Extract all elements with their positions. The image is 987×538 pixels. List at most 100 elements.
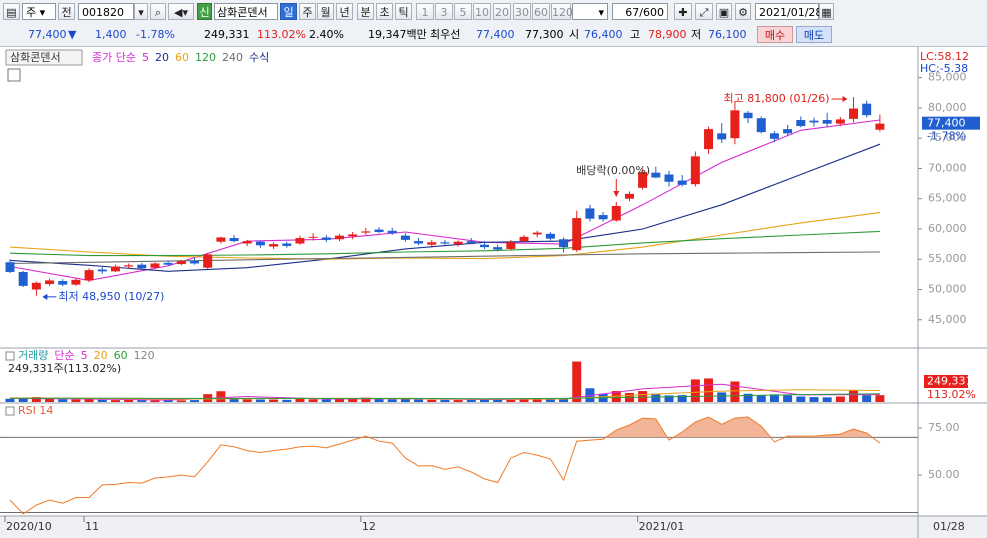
candle-body [71, 279, 81, 285]
candle-body [651, 172, 661, 178]
change-rate: -1.78% [136, 28, 175, 41]
candle-body [110, 266, 120, 272]
tool-icon[interactable]: ✚ [674, 3, 692, 20]
tool-icon[interactable]: ⤢ [695, 3, 713, 20]
volume-bar [466, 399, 476, 402]
candle-body [348, 234, 358, 237]
low: 76,100 [708, 28, 747, 41]
volume-bar [532, 398, 542, 402]
candle-body [387, 230, 397, 234]
panel-icon [5, 351, 15, 361]
rsi-line [9, 416, 881, 515]
period-button[interactable]: 분 [357, 3, 374, 20]
volume-bar [783, 395, 793, 402]
volume-bar [519, 398, 529, 402]
last-ratio-label: 113.02% [927, 388, 976, 401]
candle-body [664, 174, 674, 182]
panel-title: RSI 14 [18, 404, 53, 417]
candle-body [18, 271, 28, 286]
volume-bar [849, 390, 859, 402]
volume-bar [796, 396, 806, 402]
volume-bar [400, 398, 410, 402]
sound-icon[interactable]: ◀▾ [168, 3, 194, 20]
volume-bar [717, 392, 727, 402]
interval-button[interactable]: 3 [435, 3, 453, 20]
volume-bar [97, 399, 107, 402]
settings-icon[interactable]: ⚙ [735, 3, 751, 20]
bid: 77,300 [525, 28, 564, 41]
volume-bar [677, 395, 687, 402]
sell-button[interactable]: 매도 [796, 26, 832, 43]
volume-bar [229, 398, 239, 402]
volume-bar [651, 393, 661, 402]
period-button[interactable]: 년 [336, 3, 353, 20]
interval-button[interactable]: 1 [416, 3, 434, 20]
interval-button[interactable]: 10 [473, 3, 491, 20]
interval-button[interactable]: 30 [513, 3, 531, 20]
y-tick-label: 60,000 [928, 222, 967, 235]
volume-bar [756, 395, 766, 402]
candle-body [137, 264, 147, 269]
legend-entry: 5 [142, 51, 149, 64]
code-dropdown[interactable]: ▾ [134, 3, 148, 20]
period-button[interactable]: 일 [280, 3, 297, 20]
period-button[interactable]: 월 [317, 3, 334, 20]
buy-button[interactable]: 매수 [757, 26, 793, 43]
y-tick-label: 55,000 [928, 252, 967, 265]
volume-bar [176, 400, 186, 402]
volume-bar [559, 398, 569, 402]
volume-bar [835, 396, 845, 402]
date-input[interactable]: 2021/01/28 [755, 3, 822, 20]
legend-label: 종가 단순 [92, 51, 136, 64]
candle-body [624, 193, 634, 199]
candle-body [559, 239, 569, 248]
lc-label: LC:58.12 [920, 50, 969, 63]
candle-body [216, 237, 226, 242]
annotation-arrowhead [613, 191, 620, 197]
y-tick-label: 75,000 [928, 131, 967, 144]
candle-body [466, 241, 476, 243]
volume-bar [321, 399, 331, 402]
prev-button[interactable]: 전 [58, 3, 75, 20]
code-input[interactable]: 001820 [78, 3, 134, 20]
volume-bar [638, 391, 648, 402]
x-tick-label: 12 [362, 520, 376, 533]
high: 78,900 [648, 28, 687, 41]
candle-body [374, 229, 384, 232]
volume-bar [479, 398, 489, 402]
volume-bar [862, 395, 872, 402]
last-price-label: 77,400 [927, 117, 966, 130]
candle-body [453, 241, 463, 245]
candle-body [743, 112, 753, 119]
candle-body [163, 262, 173, 265]
interval-button[interactable]: 20 [493, 3, 511, 20]
search-icon[interactable]: ⌕ [150, 3, 166, 20]
ask: 77,400 [476, 28, 515, 41]
period-button[interactable]: 초 [376, 3, 393, 20]
candle-body [203, 254, 213, 268]
period-button[interactable]: 틱 [395, 3, 412, 20]
candle-body [58, 281, 68, 285]
x-axis-background [0, 516, 987, 538]
period-button[interactable]: 주 [299, 3, 316, 20]
market-select[interactable]: 주 ▾ [22, 3, 56, 20]
legend-entry: 60 [114, 349, 128, 362]
candle-body [176, 261, 186, 265]
calendar-icon[interactable]: ▦ [819, 3, 834, 20]
menu-icon[interactable]: ▤ [3, 3, 20, 20]
low-label: 저 [691, 28, 702, 41]
market: 주 [26, 6, 37, 19]
candle-body [783, 129, 793, 134]
candle-body [519, 236, 529, 242]
volume-bar [84, 398, 94, 402]
interval-button[interactable]: 120 [551, 3, 573, 20]
candle-body [493, 247, 503, 250]
save-icon[interactable]: ▣ [716, 3, 732, 20]
interval-button[interactable]: 60 [532, 3, 550, 20]
candle-body [255, 241, 265, 246]
interval-input[interactable]: ▾ [572, 3, 608, 20]
legend-entry: 20 [155, 51, 169, 64]
quote-bar: 77,400 ▼ 1,400 -1.78% 249,331 113.02% 2.… [0, 24, 987, 47]
interval-button[interactable]: 5 [454, 3, 472, 20]
